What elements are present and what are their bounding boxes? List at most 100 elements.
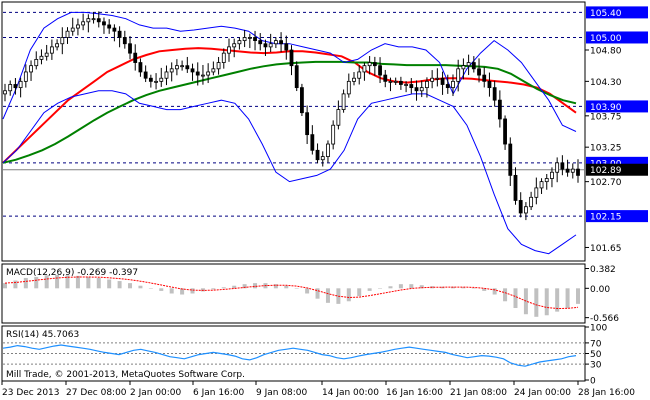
candle-body	[289, 49, 294, 67]
macd-bar	[86, 276, 91, 289]
candle-body	[341, 93, 346, 110]
candle-body	[435, 77, 440, 80]
candle-body	[279, 40, 283, 45]
macd-bar	[471, 288, 476, 289]
macd-tick-label: 0.00	[590, 285, 610, 295]
x-axis: 23 Dec 2013 27 Dec 08:00 2 Jan 00:00 6 Jan …	[1, 381, 635, 398]
candle-body	[44, 52, 49, 57]
macd-bar	[13, 280, 18, 289]
macd-bar	[159, 288, 164, 291]
macd-bar	[357, 288, 362, 297]
candle-body	[60, 37, 65, 45]
price-tag	[586, 163, 648, 176]
macd-bar	[232, 285, 237, 289]
macd-bar	[211, 288, 216, 290]
macd-bar	[107, 279, 112, 289]
candle-body	[576, 168, 580, 176]
candle-body	[221, 52, 226, 63]
candle-body	[419, 87, 424, 92]
macd-bar	[534, 288, 539, 317]
macd-tick-label: 0.382	[590, 265, 616, 275]
candle-body	[430, 77, 435, 82]
macd-bar	[513, 288, 518, 309]
candle-body	[414, 87, 419, 92]
candle-body	[13, 84, 18, 89]
macd-bar	[565, 288, 570, 309]
x-tick-label: 23 Dec 2013	[2, 388, 60, 398]
price-tick-label: 103.25	[590, 144, 622, 154]
candle-body	[336, 109, 341, 126]
macd-bar	[117, 281, 122, 289]
candle-body	[216, 62, 221, 70]
candle-body	[362, 65, 367, 73]
x-tick-label: 21 Jan 08:00	[450, 388, 507, 398]
macd-bar	[482, 288, 487, 291]
rsi-tick-label: 70	[590, 339, 602, 349]
x-tick-label: 9 Jan 08:00	[256, 388, 308, 398]
candle-body	[237, 40, 242, 45]
candle-body	[143, 71, 148, 79]
candle-body	[148, 77, 153, 82]
rsi-tick-label: 50	[590, 350, 602, 360]
candle-body	[258, 40, 263, 45]
price-tag	[586, 100, 648, 113]
candle-body	[133, 52, 138, 63]
candle-body	[195, 71, 200, 76]
candle-body	[112, 27, 117, 32]
candle-body	[185, 65, 190, 70]
macd-bar	[315, 288, 320, 299]
candle-body	[539, 181, 544, 189]
candle-body	[393, 80, 398, 83]
candle-body	[34, 59, 39, 67]
candle-body	[445, 84, 450, 89]
macd-bar	[503, 288, 508, 302]
macd-bar	[3, 283, 7, 289]
price-tag-label: 105.00	[590, 34, 622, 44]
macd-bar	[253, 283, 258, 289]
macd-bar	[419, 285, 424, 289]
macd-bar	[409, 284, 414, 289]
macd-bar	[128, 283, 133, 289]
candle-body	[174, 65, 179, 70]
candle-body	[138, 62, 143, 73]
candle-body	[154, 80, 158, 83]
macd-bar	[148, 288, 153, 289]
x-tick-label: 24 Jan 00:00	[514, 388, 571, 398]
candle-body	[76, 24, 80, 29]
green-ma-line	[2, 60, 577, 164]
candle-body	[310, 134, 315, 151]
price-tag-label: 102.15	[590, 213, 622, 223]
candle-body	[388, 80, 393, 83]
candle-body	[206, 71, 211, 76]
candle-body	[117, 30, 122, 38]
macd-bar	[305, 288, 310, 294]
candle-body	[211, 68, 216, 73]
candle-body	[128, 43, 132, 54]
candle-body	[253, 37, 257, 42]
candle-body	[320, 156, 325, 161]
macd-bar	[180, 288, 185, 295]
rsi-tick-label: 30	[590, 361, 602, 371]
price-tag-label: 103.90	[590, 103, 622, 113]
price-tick-label: 103.75	[590, 112, 622, 122]
candle-body	[232, 43, 237, 48]
macd-axis: 0.382 0.00 -0.566	[585, 265, 619, 324]
macd-panel-frame	[1, 263, 586, 324]
candle-body	[201, 74, 205, 77]
macd-bar	[96, 277, 101, 289]
price-tag-label: 102.89	[590, 166, 622, 176]
candle-body	[425, 80, 429, 89]
candle-body	[529, 196, 534, 208]
macd-tick-label: -0.566	[590, 314, 619, 324]
macd-bar	[576, 288, 580, 304]
x-tick-label: 14 Jan 00:00	[322, 388, 379, 398]
candle-body	[29, 65, 33, 73]
price-panel	[2, 11, 584, 255]
candle-body	[169, 68, 174, 73]
candle-body	[487, 80, 492, 89]
bb-lower-line	[2, 90, 577, 255]
macd-bar	[461, 287, 466, 289]
candle-body	[367, 62, 372, 67]
